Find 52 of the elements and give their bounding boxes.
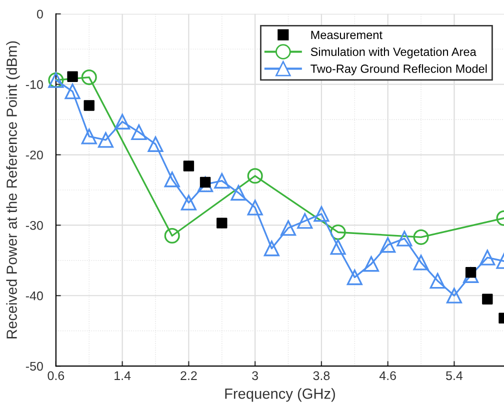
x-tick-label: 5.4	[446, 371, 463, 380]
point	[148, 136, 164, 152]
point	[180, 194, 196, 210]
point	[164, 172, 180, 188]
point	[380, 237, 396, 253]
point	[84, 100, 94, 111]
point	[297, 213, 313, 229]
point	[64, 84, 80, 100]
point	[330, 239, 346, 255]
point	[81, 70, 97, 86]
point	[230, 185, 246, 201]
point	[363, 256, 380, 272]
legend-label: Two-Ray Ground Reflecion Model	[310, 64, 487, 76]
x-tick-label: 3.8	[313, 371, 330, 380]
point	[247, 200, 263, 216]
point	[280, 220, 296, 236]
point	[413, 229, 429, 245]
point	[430, 273, 446, 289]
x-tick-label: 0.6	[48, 371, 64, 380]
point	[482, 294, 493, 304]
point	[480, 250, 496, 266]
point	[396, 230, 412, 246]
point	[247, 168, 263, 184]
x-tick-label: 3	[252, 371, 258, 380]
y-axis-title: Received Power at the Reference Point (dBm)	[6, 41, 20, 338]
y-tick-label: -10	[26, 80, 43, 89]
point	[114, 114, 130, 130]
point	[216, 218, 228, 228]
x-tick-label: 4.6	[379, 371, 396, 380]
point	[183, 160, 194, 172]
point	[314, 206, 330, 222]
point	[446, 288, 462, 304]
point	[346, 270, 362, 286]
point	[413, 254, 429, 270]
point	[164, 228, 180, 244]
point	[214, 173, 230, 189]
x-tick-label: 1.4	[114, 371, 131, 380]
point	[98, 132, 114, 148]
y-tick-label: -40	[26, 291, 43, 300]
y-tick-label: -50	[26, 362, 43, 371]
legend-label: Measurement	[311, 30, 382, 40]
point	[67, 71, 78, 82]
legend-label: Simulation with Vegetation Area	[310, 47, 476, 58]
y-tick-label: 0	[36, 10, 43, 19]
point	[330, 224, 346, 240]
point	[81, 128, 97, 144]
y-tick-label: -30	[26, 220, 43, 230]
point	[264, 240, 280, 256]
y-tick-label: -20	[26, 150, 43, 160]
x-axis-title: Frequency (GHz)	[225, 388, 335, 402]
x-tick-label: 2.2	[180, 371, 197, 380]
point	[131, 124, 147, 140]
